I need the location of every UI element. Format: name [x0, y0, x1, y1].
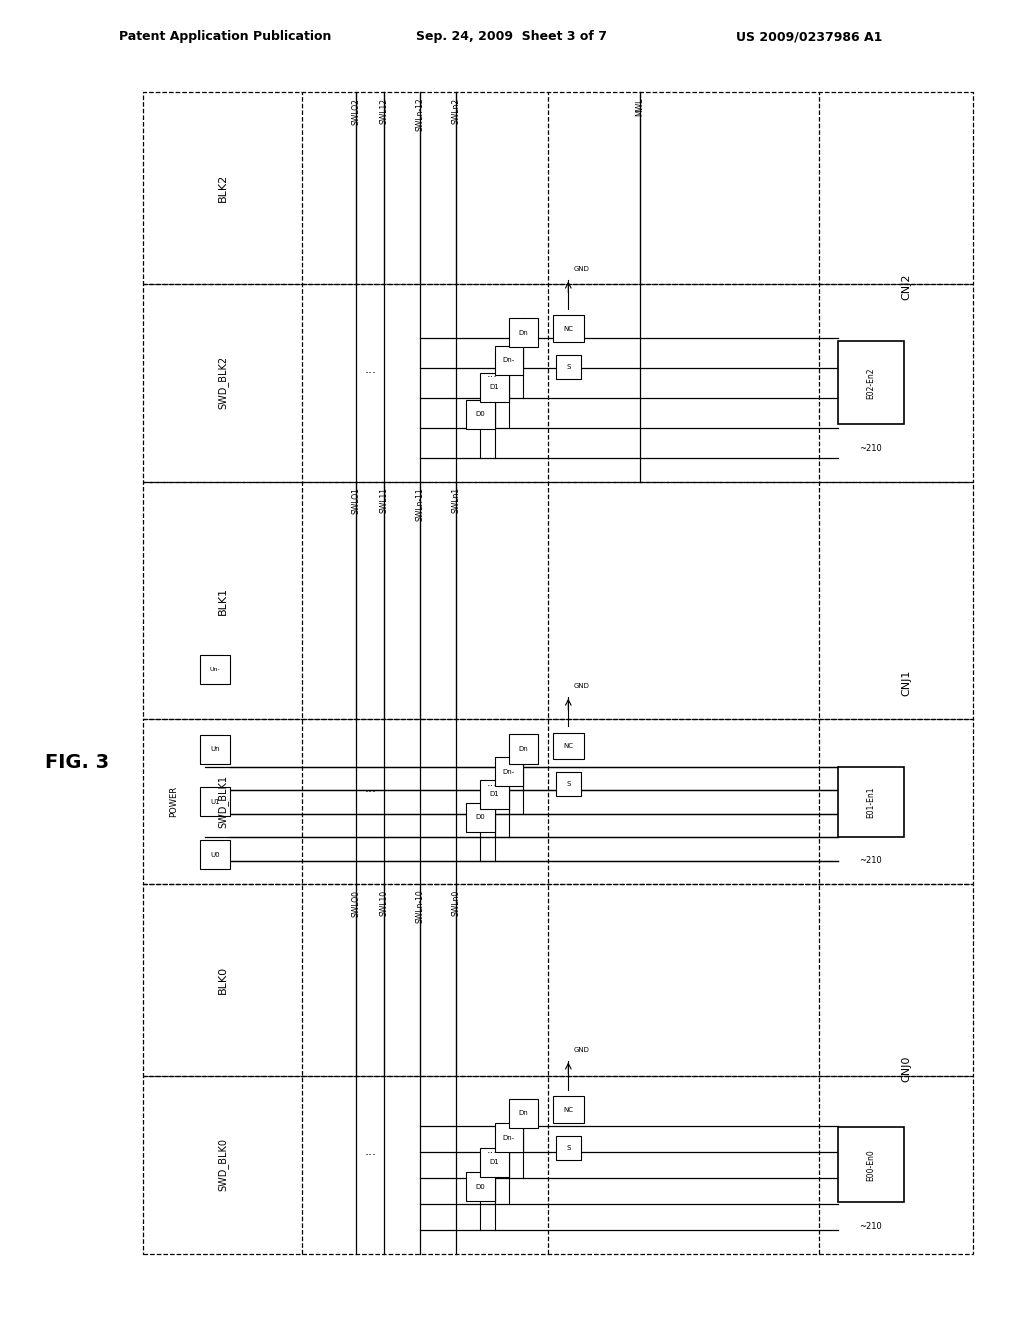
Text: MWL: MWL — [636, 98, 644, 116]
Text: S: S — [566, 1144, 570, 1151]
Text: BLK0: BLK0 — [218, 966, 227, 994]
Text: Dn: Dn — [518, 1110, 528, 1117]
Bar — [200, 656, 230, 685]
Text: E01-En1: E01-En1 — [866, 787, 876, 817]
Bar — [143, 719, 973, 884]
Text: GND: GND — [573, 267, 590, 272]
Text: SWLO0: SWLO0 — [352, 890, 360, 916]
Text: ...: ... — [211, 758, 219, 767]
Bar — [553, 1097, 584, 1123]
Text: ...: ... — [365, 1146, 376, 1158]
Text: Un-: Un- — [210, 668, 220, 672]
Bar — [495, 1123, 523, 1152]
Text: D0: D0 — [475, 814, 485, 820]
Text: D0: D0 — [475, 412, 485, 417]
Text: Dn-: Dn- — [503, 768, 515, 775]
Text: S: S — [566, 364, 570, 370]
Text: Un: Un — [210, 746, 220, 752]
Text: SWD_BLK2: SWD_BLK2 — [217, 356, 228, 409]
Text: SWLn-11: SWLn-11 — [416, 487, 424, 520]
Text: D1: D1 — [489, 792, 500, 797]
Text: ~210: ~210 — [859, 1221, 883, 1230]
Bar — [553, 733, 584, 759]
Text: ...: ... — [486, 1144, 498, 1155]
Text: Patent Application Publication: Patent Application Publication — [119, 30, 332, 44]
Bar — [495, 346, 523, 375]
Bar — [553, 315, 584, 342]
Bar — [466, 1172, 495, 1201]
Text: ...: ... — [486, 368, 498, 379]
Text: BLK1: BLK1 — [218, 586, 227, 615]
Text: SWD_BLK0: SWD_BLK0 — [217, 1138, 228, 1192]
Text: SWLn0: SWLn0 — [452, 890, 460, 916]
Bar — [143, 1076, 973, 1254]
Text: SWD_BLK1: SWD_BLK1 — [217, 775, 228, 829]
Text: ...: ... — [365, 783, 376, 795]
Text: BLK2: BLK2 — [218, 174, 227, 202]
Text: SWL11: SWL11 — [380, 487, 388, 513]
Text: SWL10: SWL10 — [380, 890, 388, 916]
Bar — [509, 1098, 538, 1127]
Bar — [556, 355, 581, 379]
Text: CNJ0: CNJ0 — [901, 1056, 911, 1082]
Text: ...: ... — [365, 363, 376, 376]
Text: D1: D1 — [489, 384, 500, 391]
Bar — [509, 318, 538, 347]
Text: ...: ... — [486, 777, 498, 788]
Bar — [556, 1137, 581, 1160]
Bar — [838, 767, 904, 837]
Text: POWER: POWER — [170, 787, 178, 817]
Bar — [200, 840, 230, 869]
Text: SWLn2: SWLn2 — [452, 98, 460, 124]
Text: Dn: Dn — [518, 330, 528, 335]
Text: NC: NC — [563, 743, 573, 748]
Text: NC: NC — [563, 1106, 573, 1113]
Text: FIG. 3: FIG. 3 — [45, 752, 109, 772]
Bar — [480, 372, 509, 401]
Text: GND: GND — [573, 684, 590, 689]
Bar — [838, 1127, 904, 1203]
Bar — [200, 734, 230, 763]
Text: SWLn1: SWLn1 — [452, 487, 460, 513]
Bar — [480, 780, 509, 809]
Bar — [143, 284, 973, 482]
Text: US 2009/0237986 A1: US 2009/0237986 A1 — [736, 30, 882, 44]
Text: Dn: Dn — [518, 746, 528, 752]
Text: GND: GND — [573, 1047, 590, 1053]
Bar — [495, 758, 523, 787]
Bar — [556, 772, 581, 796]
Text: SWLn-10: SWLn-10 — [416, 890, 424, 924]
Text: U0: U0 — [210, 851, 220, 858]
Bar — [143, 92, 973, 284]
Text: Dn-: Dn- — [503, 356, 515, 363]
Bar — [143, 482, 973, 719]
Text: Dn-: Dn- — [503, 1135, 515, 1140]
Bar — [143, 884, 973, 1076]
Text: SWLO2: SWLO2 — [352, 98, 360, 124]
Text: CNJ1: CNJ1 — [901, 671, 911, 696]
Bar — [200, 787, 230, 816]
Text: S: S — [566, 781, 570, 787]
Text: U1: U1 — [210, 799, 220, 805]
Text: Sep. 24, 2009  Sheet 3 of 7: Sep. 24, 2009 Sheet 3 of 7 — [417, 30, 607, 44]
Text: CNJ2: CNJ2 — [901, 273, 911, 301]
Text: SWL12: SWL12 — [380, 98, 388, 124]
Text: D0: D0 — [475, 1184, 485, 1189]
Bar — [509, 734, 538, 763]
Text: D1: D1 — [489, 1159, 500, 1166]
Text: E00-En0: E00-En0 — [866, 1148, 876, 1181]
Text: SWLO1: SWLO1 — [352, 487, 360, 513]
Text: NC: NC — [563, 326, 573, 331]
Bar — [466, 803, 495, 832]
Bar — [466, 400, 495, 429]
Text: ~210: ~210 — [859, 444, 883, 453]
Bar — [838, 341, 904, 425]
Text: E02-En2: E02-En2 — [866, 367, 876, 399]
Bar — [480, 1147, 509, 1176]
Text: SWLn-12: SWLn-12 — [416, 98, 424, 131]
Text: ~210: ~210 — [859, 855, 883, 865]
